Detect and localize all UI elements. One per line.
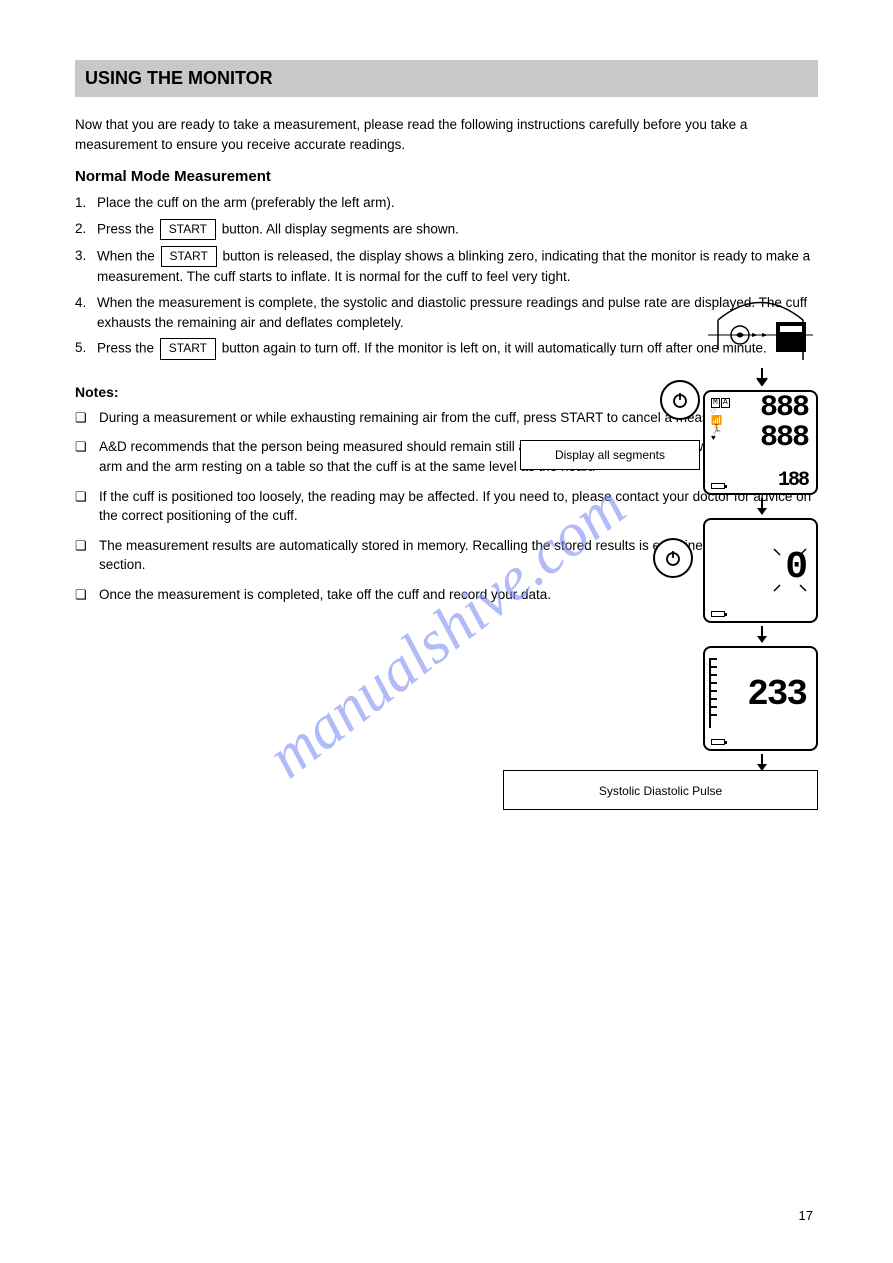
bullet-square-icon: ❏ (75, 536, 99, 575)
step-text: Place the cuff on the arm (preferably th… (97, 193, 818, 213)
step-text-a: Press the (97, 340, 158, 355)
power-icon (664, 549, 682, 567)
arrow-down-icon (756, 368, 768, 386)
callout-all-segments: Display all segments (520, 440, 700, 470)
step-number: 5. (75, 338, 97, 359)
section-header: USING THE MONITOR (75, 60, 818, 97)
lcd-screen-inflating: 233 (703, 646, 818, 751)
intro-paragraph: Now that you are ready to take a measure… (75, 115, 818, 154)
lcd-screen-zero: 0 (703, 518, 818, 623)
power-button-icon (660, 380, 700, 420)
bullet-square-icon: ❏ (75, 585, 99, 605)
power-button-icon (653, 538, 693, 578)
step-item: 3. When the START button is released, th… (75, 246, 818, 287)
pressure-bar-icon (709, 658, 715, 728)
blink-icon (772, 544, 812, 596)
battery-icon (711, 611, 725, 617)
step-text-b: button. All display segments are shown. (218, 221, 459, 236)
arrow-down-icon (756, 498, 768, 516)
step-number: 1. (75, 193, 97, 213)
battery-icon (711, 739, 725, 745)
step-text-b: button again to turn off. If the monitor… (218, 340, 767, 355)
step-item: 4. When the measurement is complete, the… (75, 293, 818, 332)
power-icon (671, 391, 689, 409)
sys-value: 888 (760, 396, 808, 422)
arm-cuff-icon (708, 280, 813, 365)
step-number: 4. (75, 293, 97, 332)
step-item: 1. Place the cuff on the arm (preferably… (75, 193, 818, 213)
step-text-a: When the (97, 248, 159, 263)
page-number: 17 (799, 1208, 813, 1223)
step-item: 2. Press the START button. All display s… (75, 219, 818, 240)
arrow-down-icon (756, 626, 768, 644)
pulse-value: 188 (778, 472, 808, 489)
bullet-square-icon: ❏ (75, 487, 99, 526)
step-text-a: Press the (97, 221, 158, 236)
start-button-label: START (161, 246, 217, 267)
start-button-label: START (160, 219, 216, 240)
bullet-square-icon: ❏ (75, 408, 99, 428)
steps-list: 1. Place the cuff on the arm (preferably… (75, 193, 818, 359)
step-item: 5. Press the START button again to turn … (75, 338, 818, 359)
bullet-square-icon: ❏ (75, 437, 99, 476)
dia-value: 888 (760, 426, 808, 452)
battery-icon (711, 483, 725, 489)
subsection-heading: Normal Mode Measurement (75, 168, 818, 185)
lcd-screen-all-segments: MA ♡ 📶 🏃 ♥ 888 888 188 (703, 390, 818, 495)
step-number: 3. (75, 246, 97, 287)
pressure-value: 233 (747, 680, 806, 711)
start-button-label: START (160, 338, 216, 359)
step-text: Press the START button. All display segm… (97, 219, 818, 240)
callout-results: Systolic Diastolic Pulse (503, 770, 818, 810)
step-number: 2. (75, 219, 97, 240)
